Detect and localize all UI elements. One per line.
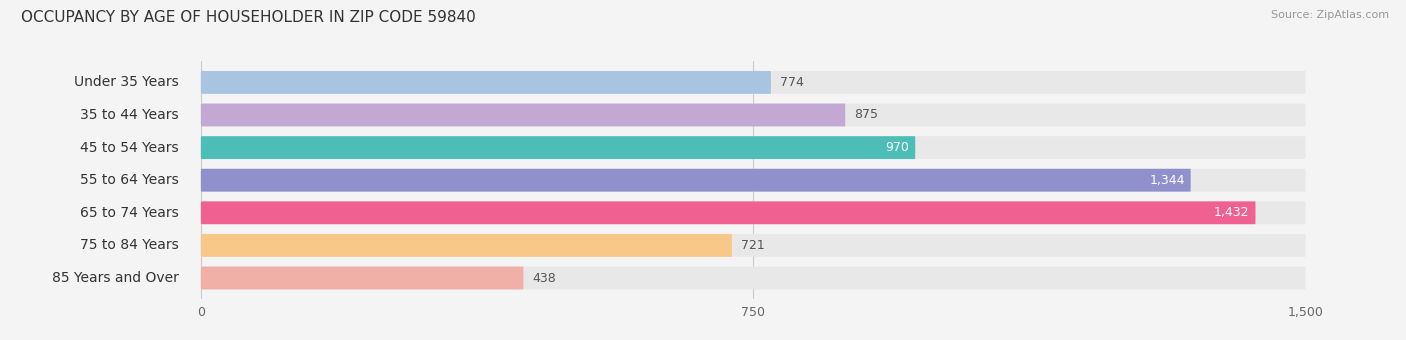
Text: 75 to 84 Years: 75 to 84 Years [80, 238, 179, 252]
FancyBboxPatch shape [201, 71, 1306, 94]
FancyBboxPatch shape [201, 104, 1306, 126]
Text: 970: 970 [886, 141, 910, 154]
Text: 45 to 54 Years: 45 to 54 Years [80, 141, 179, 155]
Text: 875: 875 [853, 108, 879, 121]
Text: 721: 721 [741, 239, 765, 252]
FancyBboxPatch shape [201, 104, 845, 126]
Text: 35 to 44 Years: 35 to 44 Years [80, 108, 179, 122]
FancyBboxPatch shape [201, 234, 733, 257]
FancyBboxPatch shape [201, 201, 1306, 224]
FancyBboxPatch shape [201, 169, 1191, 192]
Text: 438: 438 [533, 272, 555, 285]
FancyBboxPatch shape [201, 169, 1306, 192]
FancyBboxPatch shape [201, 201, 1256, 224]
Text: 65 to 74 Years: 65 to 74 Years [80, 206, 179, 220]
Text: 85 Years and Over: 85 Years and Over [52, 271, 179, 285]
FancyBboxPatch shape [201, 136, 915, 159]
Text: 774: 774 [780, 76, 804, 89]
Text: Source: ZipAtlas.com: Source: ZipAtlas.com [1271, 10, 1389, 20]
FancyBboxPatch shape [201, 71, 770, 94]
FancyBboxPatch shape [201, 136, 1306, 159]
Text: 1,432: 1,432 [1215, 206, 1250, 219]
Text: Under 35 Years: Under 35 Years [75, 75, 179, 89]
FancyBboxPatch shape [201, 267, 1306, 289]
Text: 1,344: 1,344 [1149, 174, 1185, 187]
FancyBboxPatch shape [201, 267, 523, 289]
Text: 55 to 64 Years: 55 to 64 Years [80, 173, 179, 187]
Text: OCCUPANCY BY AGE OF HOUSEHOLDER IN ZIP CODE 59840: OCCUPANCY BY AGE OF HOUSEHOLDER IN ZIP C… [21, 10, 475, 25]
FancyBboxPatch shape [201, 234, 1306, 257]
